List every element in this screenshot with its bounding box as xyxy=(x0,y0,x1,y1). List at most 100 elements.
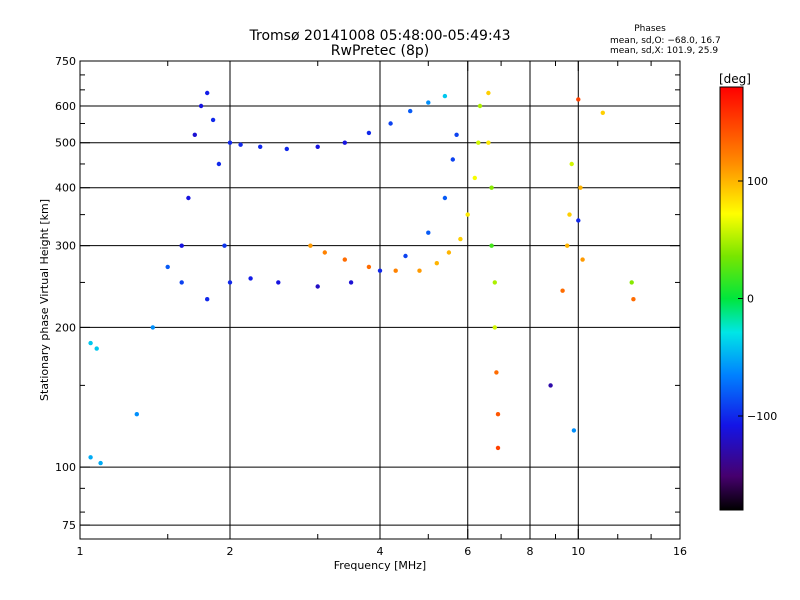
data-point xyxy=(495,412,501,417)
data-point xyxy=(454,132,459,137)
colorbar-tick-label: 0 xyxy=(747,293,754,306)
data-point xyxy=(227,140,233,145)
data-point xyxy=(342,257,347,262)
data-point xyxy=(408,108,413,114)
data-point xyxy=(569,161,574,167)
data-point xyxy=(192,132,197,137)
data-point xyxy=(342,140,347,145)
data-point xyxy=(492,280,497,285)
data-point xyxy=(198,103,204,109)
data-point xyxy=(88,455,93,460)
x-tick-label: 8 xyxy=(527,545,534,558)
data-point xyxy=(388,121,393,126)
data-point xyxy=(284,146,289,152)
data-point xyxy=(477,103,483,109)
phase-stats-line-2: mean, sd,X: 101.9, 25.9 xyxy=(610,46,718,56)
data-point xyxy=(210,117,216,123)
data-point xyxy=(366,264,372,270)
data-point xyxy=(322,250,327,255)
data-point xyxy=(179,280,184,285)
y-tick-label: 400 xyxy=(55,182,76,195)
data-point xyxy=(600,110,605,116)
y-tick-label: 300 xyxy=(55,240,76,253)
y-tick-label: 500 xyxy=(55,137,76,150)
data-point xyxy=(495,445,501,451)
phase-colorbar: [deg] 100 0 −100 xyxy=(719,72,777,511)
data-point xyxy=(465,212,470,217)
y-axis: 75 100 200 300 400 500 600 750 xyxy=(55,55,680,532)
y-axis-label: Stationary phase Virtual Height [km] xyxy=(38,199,51,401)
data-point xyxy=(446,250,452,255)
data-point xyxy=(248,276,253,281)
data-point xyxy=(179,243,184,248)
data-point xyxy=(222,243,227,248)
colorbar-unit-label: [deg] xyxy=(719,72,751,86)
data-point xyxy=(238,142,243,147)
data-point xyxy=(571,428,577,433)
data-point xyxy=(442,93,448,99)
data-point xyxy=(216,161,222,167)
data-point xyxy=(472,175,477,181)
data-point xyxy=(486,90,491,96)
data-point xyxy=(308,243,313,248)
y-tick-label: 600 xyxy=(55,100,76,113)
data-point xyxy=(486,140,491,145)
phase-stats-heading: Phases xyxy=(634,24,666,34)
data-point xyxy=(426,230,431,235)
x-axis: 1 2 4 6 8 10 16 xyxy=(77,61,687,558)
data-point xyxy=(165,264,170,270)
data-point xyxy=(629,280,634,285)
data-point xyxy=(565,243,570,248)
data-point xyxy=(205,90,210,96)
x-tick-label: 2 xyxy=(227,545,234,558)
data-point xyxy=(98,460,103,466)
data-point xyxy=(348,280,354,285)
x-tick-label: 16 xyxy=(673,545,687,558)
data-point xyxy=(417,268,422,273)
chart-subtitle: RwPretec (8p) xyxy=(331,43,429,59)
data-point xyxy=(366,130,372,136)
colorbar-tick-label: 100 xyxy=(747,175,768,188)
y-tick-label: 750 xyxy=(55,55,76,68)
data-point xyxy=(403,253,408,259)
data-point xyxy=(489,243,494,248)
data-point xyxy=(205,297,210,302)
x-tick-label: 6 xyxy=(464,545,471,558)
data-point xyxy=(442,195,448,201)
data-point xyxy=(94,346,99,351)
data-point xyxy=(434,261,439,266)
x-tick-label: 4 xyxy=(377,545,384,558)
data-point xyxy=(476,140,481,145)
x-tick-label: 1 xyxy=(77,545,84,558)
data-point xyxy=(276,280,281,285)
data-point xyxy=(548,383,553,388)
data-point xyxy=(393,268,398,273)
colorbar-tick-label: −100 xyxy=(747,410,777,423)
data-point xyxy=(567,212,572,217)
data-point xyxy=(576,97,581,102)
data-point xyxy=(134,412,139,417)
data-point xyxy=(560,288,565,293)
data-point xyxy=(426,100,431,105)
data-point xyxy=(377,268,383,273)
data-point xyxy=(450,157,455,162)
data-point xyxy=(315,144,320,149)
data-point xyxy=(631,297,636,302)
data-point xyxy=(458,236,463,242)
data-point xyxy=(258,144,263,149)
data-point xyxy=(489,185,494,190)
y-tick-label: 200 xyxy=(55,321,76,334)
plot-grid xyxy=(80,61,680,539)
data-point xyxy=(227,280,233,285)
plot-frame xyxy=(79,60,681,540)
data-point xyxy=(580,257,585,262)
x-axis-label: Frequency [MHz] xyxy=(334,559,426,572)
data-point xyxy=(578,185,583,190)
chart-title: Tromsø 20141008 05:48:00-05:49:43 xyxy=(249,28,511,44)
y-tick-label: 75 xyxy=(62,519,76,532)
phase-stats-line-1: mean, sd,O: −68.0, 16.7 xyxy=(610,36,721,46)
data-point xyxy=(492,325,497,330)
data-point xyxy=(576,218,581,223)
x-tick-label: 10 xyxy=(571,545,585,558)
